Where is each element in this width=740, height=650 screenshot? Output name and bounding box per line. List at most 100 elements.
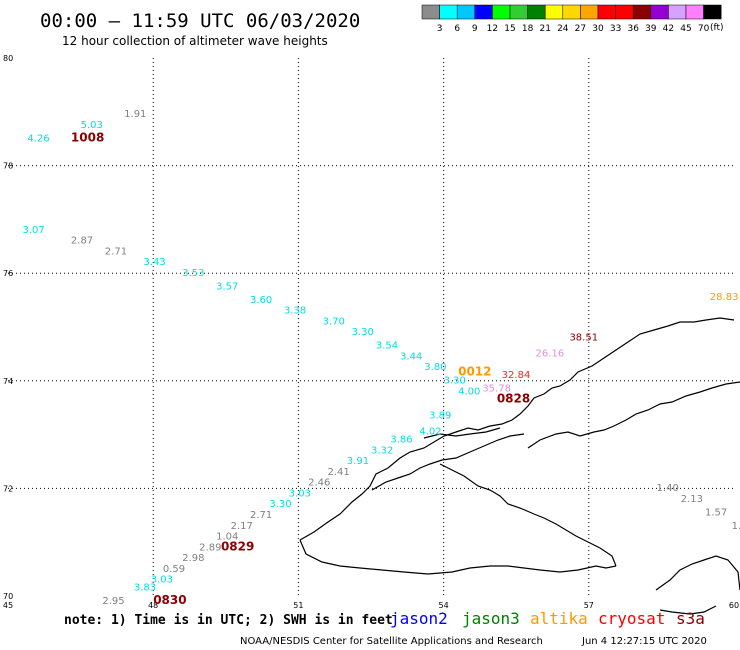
swh-value-label: 3.30 <box>269 499 291 510</box>
lat-tick-label: 72 <box>3 484 13 493</box>
colorbar-label: 27 <box>575 24 586 34</box>
pass-time-label: 0829 <box>221 539 254 553</box>
colorbar-unit: (ft) <box>710 23 724 33</box>
swh-value-label: 2.71 <box>250 510 272 521</box>
colorbar-swatch <box>632 4 652 20</box>
swh-value-label: 3.54 <box>376 341 398 352</box>
colorbar-label: 70 <box>698 24 710 34</box>
lon-tick-label: 48 <box>148 601 158 610</box>
swh-value-label: 2.71 <box>105 246 127 257</box>
swh-value-label: 3.53 <box>182 268 204 279</box>
footer-note: note: 1) Time is in UTC; 2) SWH is in fe… <box>64 613 393 628</box>
colorbar-swatch <box>562 4 581 20</box>
swh-value-label: 2.13 <box>681 494 703 505</box>
swh-value-label: 3.83 <box>134 583 156 594</box>
swh-value-label: 2.98 <box>182 553 204 564</box>
colorbar-swatch <box>685 4 704 20</box>
coastline-novaya-zemlya <box>299 317 740 615</box>
colorbar-label: 30 <box>592 24 604 34</box>
legend-jason3: jason3 <box>462 609 520 628</box>
lon-tick-label: 57 <box>584 601 594 610</box>
footer-timestamp: Jun 4 12:27:15 UTC 2020 <box>581 636 707 647</box>
swh-value-label: 3.43 <box>144 257 166 268</box>
colorbar-swatch <box>544 4 564 20</box>
page-title: 00:00 – 11:59 UTC 06/03/2020 <box>40 10 360 32</box>
colorbar-swatch <box>597 4 616 20</box>
colorbar-swatch <box>580 4 599 20</box>
lat-tick-label: 78 <box>3 162 13 171</box>
swh-value-label: 2.41 <box>327 467 349 478</box>
footer-credit: NOAA/NESDIS Center for Satellite Applica… <box>240 636 543 647</box>
colorbar-swatch <box>615 4 634 20</box>
swh-value-label: 3.30 <box>352 327 374 338</box>
swh-value-label: 1.57 <box>705 507 727 518</box>
swh-value-label: 1.65 <box>732 521 740 532</box>
colorbar-label: 24 <box>557 24 569 34</box>
lat-tick-label: 74 <box>3 377 13 386</box>
legend-cryosat: cryosat <box>598 609 665 628</box>
swh-value-label: 3.60 <box>250 295 272 306</box>
swh-value-label: 3.03 <box>289 488 311 499</box>
colorbar-swatch <box>492 4 511 20</box>
swh-value-label: 2.95 <box>102 596 124 607</box>
pass-time-labels: 1008 0012 0828 0829 0830 <box>71 130 530 607</box>
satellite-legend: jason2 jason3 altika cryosat s3a <box>390 609 705 628</box>
legend-altika: altika <box>530 609 588 628</box>
swh-value-label: 3.44 <box>400 351 422 362</box>
swh-value-label: 3.30 <box>444 375 466 386</box>
lon-tick-label: 60 <box>729 601 739 610</box>
colorbar-swatch <box>527 4 546 20</box>
swh-value-label: 1.40 <box>657 483 679 494</box>
colorbar-label: 36 <box>627 24 639 34</box>
pass-time-label: 0012 <box>458 364 491 378</box>
swh-value-label: 3.70 <box>323 316 345 327</box>
swh-value-label: 3.86 <box>390 435 412 446</box>
pass-time-label: 1008 <box>71 130 104 144</box>
colorbar-label: 39 <box>645 24 657 34</box>
swh-value-label: 2.17 <box>231 521 253 532</box>
legend-jason2: jason2 <box>390 609 448 628</box>
lat-lon-grid <box>8 58 734 596</box>
colorbar-swatch <box>668 4 687 20</box>
colorbar-label: 15 <box>504 24 515 34</box>
swh-value-label: 3.57 <box>216 281 238 292</box>
swh-value-label: 3.91 <box>347 456 369 467</box>
lat-tick-label: 80 <box>3 54 13 63</box>
swh-value-label: 32.84 <box>502 370 531 381</box>
swh-value-label: 1.04 <box>216 532 238 543</box>
swh-value-label: 26.16 <box>536 349 565 360</box>
lon-tick-label: 54 <box>439 601 449 610</box>
page-subtitle: 12 hour collection of altimeter wave hei… <box>62 34 328 48</box>
lon-tick-label: 45 <box>3 601 13 610</box>
colorbar-swatch <box>509 4 528 20</box>
colorbar-swatch <box>439 4 458 20</box>
swh-value-label: 3.80 <box>424 362 446 373</box>
pass-time-label: 0828 <box>497 391 530 405</box>
swh-value-label: 4.00 <box>458 386 480 397</box>
swh-value-label: 3.32 <box>371 445 393 456</box>
swh-value-label: 2.87 <box>71 236 93 247</box>
colorbar-swatch <box>703 4 722 20</box>
colorbar-swatch <box>650 4 669 20</box>
colorbar-label: 21 <box>539 24 550 34</box>
pass-time-label: 0830 <box>153 593 186 607</box>
colorbar-label: 45 <box>680 24 691 34</box>
swh-value-label: 3.07 <box>23 225 45 236</box>
colorbar-label: 42 <box>663 24 674 34</box>
wave-height-colorbar: 3 6 9 12 15 18 21 24 27 30 33 36 39 42 45 70 <box>421 4 722 34</box>
colorbar-label: 9 <box>472 24 478 34</box>
wave-height-labels: 1.91 5.03 4.26 3.07 2.87 2.71 3.43 3.53 3.57 3.60… <box>23 109 740 607</box>
colorbar-swatch <box>456 4 476 20</box>
swh-value-label: 3.03 <box>151 575 173 586</box>
swh-value-label: 35.78 <box>482 384 511 395</box>
colorbar-swatch <box>474 4 493 20</box>
swh-value-label: 0.59 <box>163 564 185 575</box>
colorbar-label: 33 <box>610 24 621 34</box>
colorbar-label: 18 <box>522 24 534 34</box>
swh-value-label: 3.89 <box>429 410 451 421</box>
swh-value-label: 3.38 <box>284 306 306 317</box>
lat-tick-label: 76 <box>3 269 13 278</box>
swh-value-label: 1.91 <box>124 109 146 120</box>
